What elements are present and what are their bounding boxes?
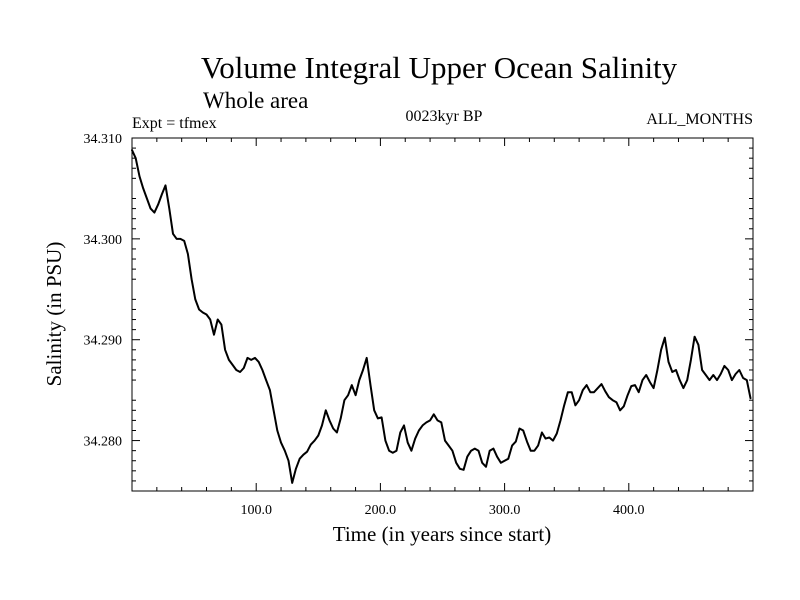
chart-title: Volume Integral Upper Ocean Salinity	[201, 50, 678, 85]
plot-frame	[131, 137, 754, 492]
axis-tick-labels: 100.0 200.0 300.0 400.0 34.280 34.290 34.300 34…	[84, 132, 645, 518]
x-tick-label: 300.0	[489, 503, 521, 518]
y-axis-label: Salinity (in PSU)	[42, 242, 66, 387]
y-tick-label: 34.290	[84, 334, 123, 349]
x-tick-label: 400.0	[613, 503, 645, 518]
axis-ticks	[132, 137, 753, 491]
y-tick-label: 34.310	[84, 132, 123, 147]
chart-subtitle: Whole area	[203, 88, 308, 113]
x-tick-label: 100.0	[240, 503, 272, 518]
x-tick-label: 200.0	[365, 503, 397, 518]
series-line	[131, 149, 752, 484]
y-tick-label: 34.300	[84, 233, 123, 248]
experiment-label: Expt = tfmex	[132, 115, 217, 132]
y-tick-label: 34.280	[84, 435, 123, 450]
period-label: 0023kyr BP	[406, 108, 483, 125]
x-axis-label: Time (in years since start)	[333, 522, 552, 546]
months-label: ALL_MONTHS	[646, 111, 753, 128]
